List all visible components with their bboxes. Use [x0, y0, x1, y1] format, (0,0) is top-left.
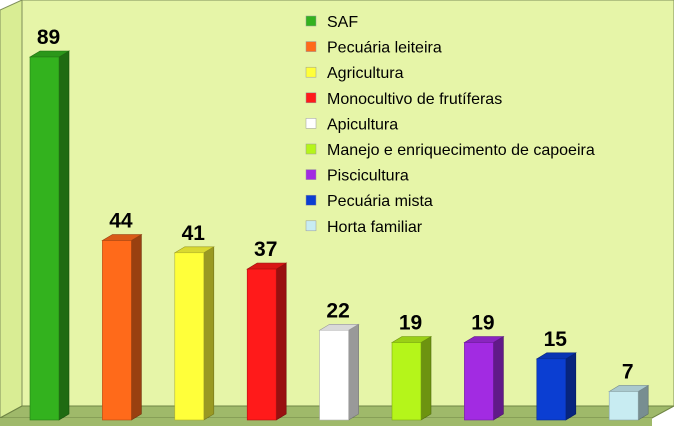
legend-item: Apicultura — [305, 116, 398, 133]
bar — [28, 50, 71, 421]
legend-swatch — [305, 66, 317, 78]
legend-swatch — [305, 118, 317, 129]
plot-side-wall — [0, 0, 23, 419]
bar-side — [493, 335, 504, 421]
legend-item: Monocultivo de frutíferas — [305, 91, 502, 108]
bar-side — [565, 352, 577, 421]
legend-swatch — [305, 143, 317, 155]
legend-label: Monocultivo de frutíferas — [327, 91, 502, 108]
bar-front — [246, 268, 277, 421]
data-label: 44 — [109, 210, 133, 233]
legend-item: Piscicultura — [305, 168, 409, 185]
legend-label: Pecuária mista — [327, 193, 433, 210]
bar — [246, 262, 288, 421]
bar — [463, 335, 505, 421]
bar-front — [102, 240, 132, 421]
legend-item: Manejo e enriquecimento de capoeira — [305, 142, 595, 159]
legend: SAF Pecuária leiteira Agricultura Monoculti… — [305, 14, 595, 236]
legend-label: Pecuária leiteira — [327, 40, 442, 57]
bar — [608, 384, 650, 421]
data-label: 37 — [254, 238, 277, 261]
legend-item: Pecuária mista — [305, 193, 433, 210]
bar-side — [348, 323, 359, 421]
legend-label: Manejo e enriquecimento de capoeira — [327, 142, 595, 159]
bar-front — [536, 358, 567, 421]
data-label: 89 — [37, 26, 60, 49]
legend-item: Agricultura — [305, 65, 404, 82]
legend-item: Horta familiar — [305, 219, 423, 236]
bar-front — [29, 56, 60, 421]
legend-swatch — [305, 41, 317, 52]
legend-item: SAF — [305, 14, 358, 31]
bar — [101, 234, 143, 421]
legend-label: Apicultura — [327, 116, 398, 133]
bar-side — [58, 50, 70, 421]
bar-front — [391, 342, 422, 421]
data-label: 19 — [399, 312, 422, 335]
data-label: 15 — [544, 328, 568, 351]
bar — [535, 352, 577, 421]
legend-swatch — [305, 169, 317, 180]
legend-item: Pecuária leiteira — [305, 40, 442, 57]
legend-swatch — [305, 92, 317, 104]
bar-side — [275, 262, 287, 421]
bar-front — [319, 329, 349, 421]
legend-label: Horta familiar — [327, 219, 423, 236]
legend-label: Agricultura — [327, 65, 404, 82]
data-label: 7 — [622, 360, 634, 383]
bar-front — [174, 252, 205, 421]
legend-swatch — [305, 194, 317, 206]
bar — [173, 246, 215, 421]
data-label: 19 — [471, 312, 494, 335]
bar-front — [608, 391, 639, 421]
legend-label: Piscicultura — [327, 168, 409, 185]
bar — [318, 323, 360, 421]
bar-front — [464, 342, 494, 421]
bar-side — [131, 234, 142, 421]
legend-swatch — [305, 15, 317, 27]
legend-swatch — [305, 220, 317, 232]
bar-side — [420, 335, 432, 421]
bar-side — [203, 246, 215, 421]
data-label: 22 — [326, 299, 349, 322]
legend-label: SAF — [327, 14, 358, 31]
bar — [390, 335, 433, 421]
data-label: 41 — [182, 222, 206, 245]
